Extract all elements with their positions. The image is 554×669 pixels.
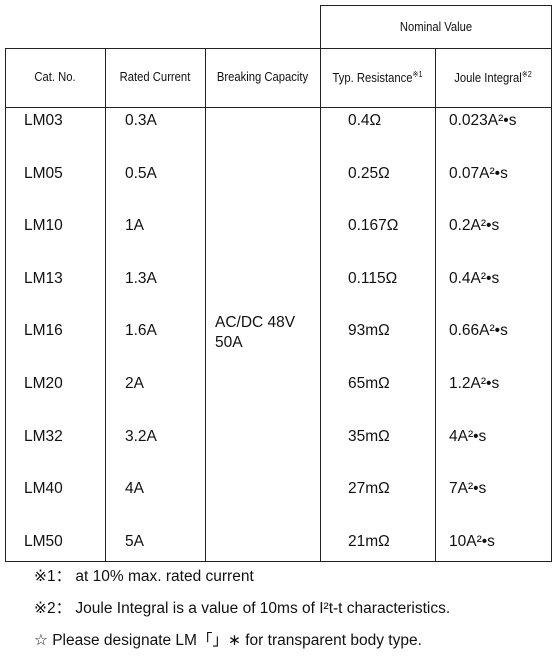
breaking-capacity: 50A	[215, 334, 243, 351]
table-cell: 0.023A²•s	[449, 112, 517, 129]
table-cell: 0.07A²•s	[449, 164, 508, 182]
table-cell: 21mΩ	[348, 532, 390, 550]
table-cell: 1.3A	[125, 269, 157, 287]
table-cell: 4A	[125, 480, 144, 498]
header-note: ※2	[521, 70, 532, 79]
column-header: Rated Current	[110, 71, 200, 84]
table-cell: 0.167Ω	[348, 217, 399, 235]
border	[320, 5, 321, 561]
border	[5, 48, 6, 562]
border	[5, 561, 552, 562]
border	[5, 107, 552, 108]
table-cell: 10A²•s	[449, 532, 495, 550]
table-cell: 1.2A²•s	[449, 375, 500, 392]
table-cell: 7A²•s	[449, 480, 487, 498]
header-label: Rated Current	[119, 70, 191, 84]
header-note: ※1	[412, 70, 423, 79]
header-label: Typ. Resistance	[332, 71, 413, 86]
group-header: Nominal Value	[399, 20, 473, 34]
border	[105, 48, 106, 562]
border	[435, 48, 436, 562]
table-cell: 1A	[125, 217, 144, 235]
table-cell: LM50	[24, 532, 63, 550]
table-cell: 93mΩ	[348, 322, 390, 340]
table-cell: 65mΩ	[348, 375, 390, 392]
breaking-capacity: AC/DC 48V	[215, 314, 296, 331]
table-cell: LM10	[24, 217, 63, 235]
table-cell: 0.25Ω	[348, 164, 390, 182]
table-cell: LM05	[24, 164, 63, 182]
table-cell: 0.2A²•s	[449, 217, 500, 235]
table-cell: 0.66A²•s	[449, 322, 508, 340]
table-cell: 0.4Ω	[348, 112, 382, 129]
table-cell: 3.2A	[125, 427, 157, 445]
table-cell: 5A	[125, 532, 144, 550]
border	[5, 48, 552, 49]
table-cell: LM40	[24, 480, 63, 498]
table-cell: LM20	[24, 375, 63, 392]
border	[205, 48, 206, 562]
footnote: ☆ Please designate LM「」∗ for transparent…	[34, 632, 422, 649]
table-cell: 4A²•s	[449, 427, 487, 445]
table-cell: 27mΩ	[348, 480, 390, 498]
table-cell: LM16	[24, 322, 63, 340]
table-cell: LM32	[24, 427, 63, 445]
header-label: Joule Integral	[454, 71, 522, 86]
header-label: Breaking Capacity	[216, 70, 309, 84]
column-header: Typ. Resistance※1	[326, 71, 430, 85]
column-header: Breaking Capacity	[211, 71, 315, 84]
table-cell: LM13	[24, 269, 63, 287]
table-cell: 1.6A	[125, 322, 157, 340]
footnote: ※2： Joule Integral is a value of 10ms of…	[34, 600, 451, 617]
table-cell: 0.3A	[125, 112, 157, 129]
footnote: ※1： at 10% max. rated current	[34, 568, 254, 585]
table-cell: 2A	[125, 375, 144, 392]
table-cell: 0.5A	[125, 164, 157, 182]
header-label: Cat. No.	[34, 70, 76, 84]
table-cell: LM03	[24, 112, 63, 129]
table-cell: 0.115Ω	[348, 269, 398, 287]
border	[320, 5, 552, 6]
table-cell: 0.4A²•s	[449, 269, 500, 287]
table-cell: 35mΩ	[348, 427, 390, 445]
column-header: Joule Integral※2	[441, 71, 545, 85]
column-header: Cat. No.	[10, 71, 100, 84]
border	[551, 5, 552, 561]
